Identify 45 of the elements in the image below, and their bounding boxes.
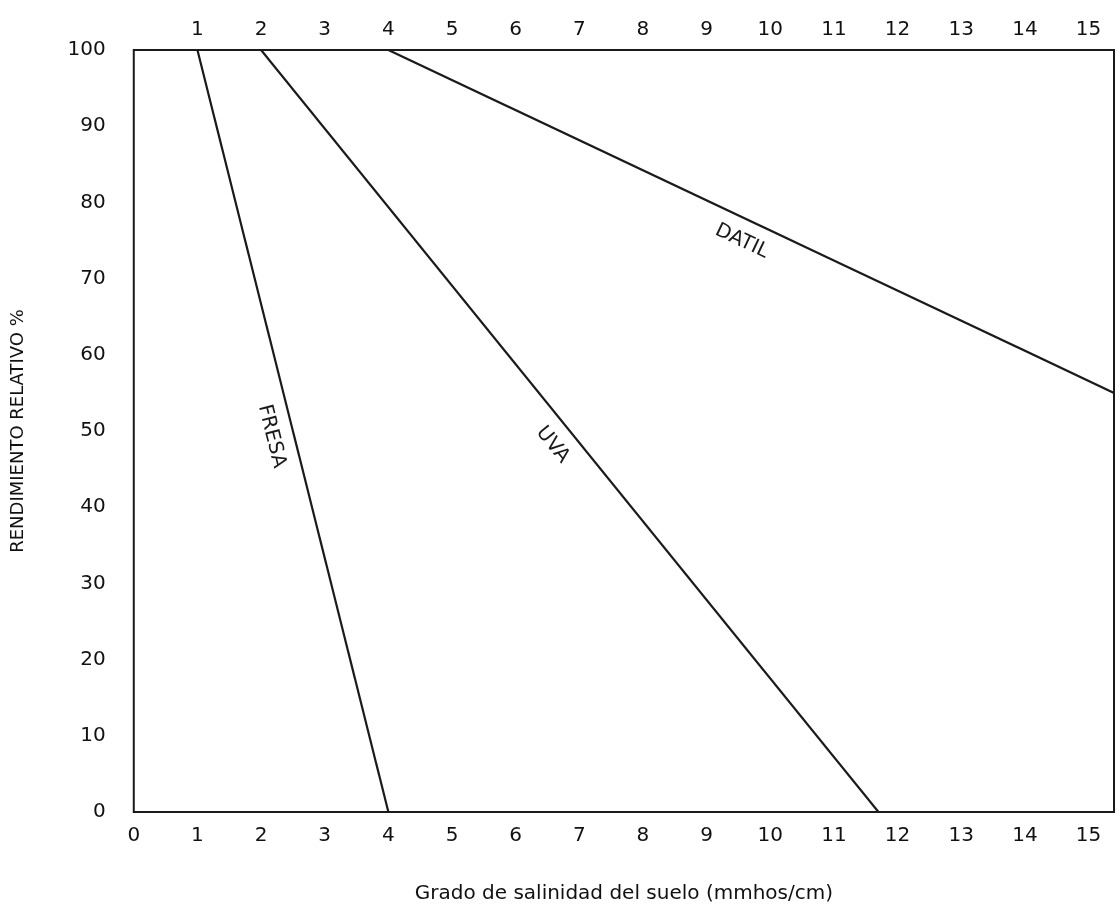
- x2-tick-label: 12: [884, 16, 911, 41]
- x2-tick-label: 15: [1075, 16, 1102, 41]
- x-axis-title: Grado de salinidad del suelo (mmhos/cm): [414, 880, 833, 905]
- x-tick-label: 6: [509, 822, 523, 847]
- y-tick-label: 70: [80, 264, 106, 289]
- x2-tick-label: 14: [1012, 16, 1038, 41]
- x2-tick-label: 2: [254, 16, 268, 41]
- x2-tick-label: 9: [700, 16, 713, 41]
- y-tick-label: 10: [80, 722, 106, 746]
- y-tick-label: 100: [67, 36, 106, 61]
- x-tick-label: 14: [1012, 822, 1038, 847]
- x2-tick-label: 7: [572, 16, 586, 41]
- y-tick-label: 0: [93, 798, 106, 823]
- x2-tick-label: 4: [382, 16, 395, 41]
- x-tick-label: 3: [318, 822, 332, 847]
- x-tick-label: 13: [948, 822, 974, 847]
- x-tick-label: 0: [127, 822, 141, 847]
- x2-tick-label: 11: [821, 16, 847, 41]
- x2-tick-label: 13: [948, 16, 974, 41]
- x2-tick-label: 6: [509, 16, 523, 41]
- x-tick-label: 10: [757, 822, 784, 847]
- x-tick-label: 15: [1075, 822, 1102, 847]
- y-tick-label: 80: [80, 188, 106, 213]
- x-tick-label: 12: [884, 822, 911, 847]
- x-tick-label: 2: [254, 822, 268, 847]
- x2-tick-label: 3: [318, 16, 332, 41]
- x2-tick-label: 8: [636, 16, 650, 41]
- y-tick-label: 60: [80, 341, 106, 365]
- x-tick-label: 1: [191, 822, 204, 847]
- y-tick-label: 20: [80, 645, 106, 670]
- y-tick-label: 50: [80, 417, 106, 442]
- x2-tick-label: 1: [191, 16, 204, 41]
- x-tick-label: 11: [821, 822, 847, 847]
- x-tick-label: 9: [700, 822, 713, 847]
- y-tick-label: 90: [80, 112, 106, 137]
- y-tick-label: 40: [80, 493, 106, 518]
- x-tick-label: 8: [636, 822, 650, 847]
- x-tick-label: 4: [382, 822, 395, 847]
- y-tick-label: 30: [80, 569, 106, 594]
- text: FRESA: [253, 401, 293, 471]
- x-tick-label: 5: [445, 822, 459, 847]
- y-axis-title: RENDIMIENTO RELATIVO %: [6, 309, 28, 553]
- x2-tick-label: 10: [757, 16, 784, 41]
- x-tick-label: 7: [572, 822, 586, 847]
- x2-tick-label: 5: [445, 16, 459, 41]
